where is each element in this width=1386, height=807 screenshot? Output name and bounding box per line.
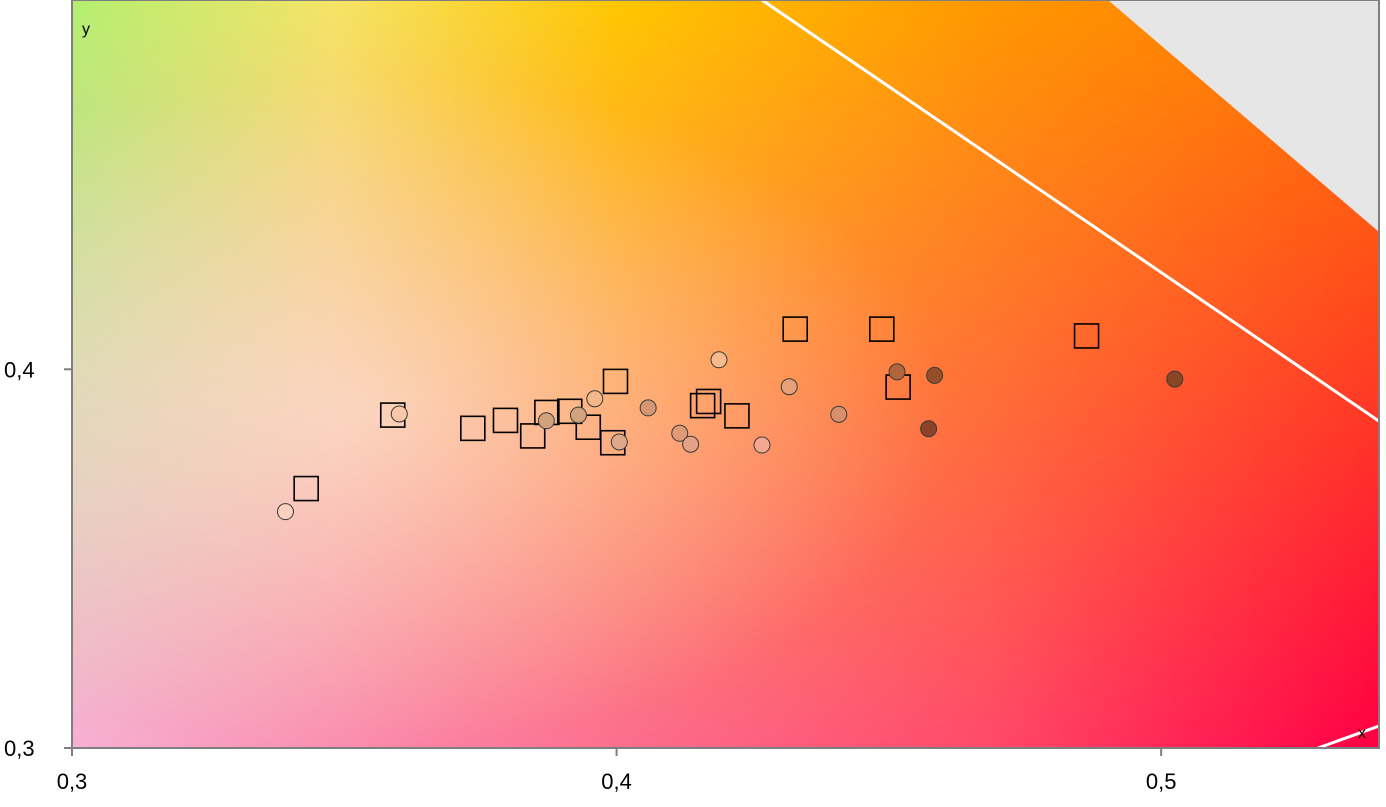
square-marker-11 bbox=[689, 392, 716, 419]
boundary-lines bbox=[761, 0, 1379, 748]
square-marker-12 bbox=[695, 388, 722, 415]
circle-marker-10 bbox=[710, 351, 728, 369]
circle-marker-9 bbox=[682, 435, 700, 453]
circle-marker-1 bbox=[276, 503, 294, 521]
circle-marker-12 bbox=[780, 378, 798, 396]
x-tick-label-1: 0,3 bbox=[57, 769, 88, 794]
x-tick-label-3: 0,5 bbox=[1146, 769, 1177, 794]
square-marker-17 bbox=[1073, 323, 1100, 349]
square-marker-15 bbox=[868, 316, 895, 342]
circle-marker-14 bbox=[888, 363, 906, 381]
circle-marker-6 bbox=[610, 433, 628, 451]
boundary-line-2 bbox=[1317, 724, 1379, 748]
out-of-gamut-region bbox=[1108, 0, 1379, 232]
square-marker-5 bbox=[519, 423, 546, 449]
circle-marker-3 bbox=[537, 412, 555, 430]
circle-marker-16 bbox=[926, 366, 944, 384]
x-tick-label-2: 0,4 bbox=[601, 769, 632, 794]
x-axis-label: x bbox=[1358, 725, 1366, 742]
circle-marker-15 bbox=[920, 420, 938, 438]
square-marker-3 bbox=[460, 415, 486, 442]
plot-area bbox=[72, 0, 1379, 748]
boundary-line-1 bbox=[761, 0, 1379, 423]
data-marks bbox=[276, 316, 1184, 521]
circle-marker-17 bbox=[1166, 370, 1184, 388]
circle-marker-7 bbox=[639, 399, 657, 417]
circle-marker-8 bbox=[671, 424, 689, 442]
y-axis-label: y bbox=[82, 21, 90, 38]
circle-marker-11 bbox=[753, 436, 771, 454]
square-marker-13 bbox=[724, 403, 750, 429]
circle-marker-4 bbox=[569, 406, 587, 424]
axis-ticks: 0,3 0,4 0,5 0,3 0,4 bbox=[4, 357, 1176, 794]
circle-marker-2 bbox=[390, 405, 408, 423]
square-marker-4 bbox=[492, 407, 519, 434]
y-tick-label-1: 0,3 bbox=[4, 736, 35, 761]
y-tick-label-2: 0,4 bbox=[4, 357, 35, 382]
square-marker-10 bbox=[602, 368, 629, 395]
circle-marker-13 bbox=[830, 405, 848, 423]
square-marker-8 bbox=[575, 414, 602, 441]
background-white-glow bbox=[72, 0, 1379, 748]
circle-marker-5 bbox=[586, 390, 604, 408]
square-marker-1 bbox=[293, 475, 319, 502]
plot-frame bbox=[71, 0, 1380, 749]
square-marker-14 bbox=[782, 316, 809, 342]
